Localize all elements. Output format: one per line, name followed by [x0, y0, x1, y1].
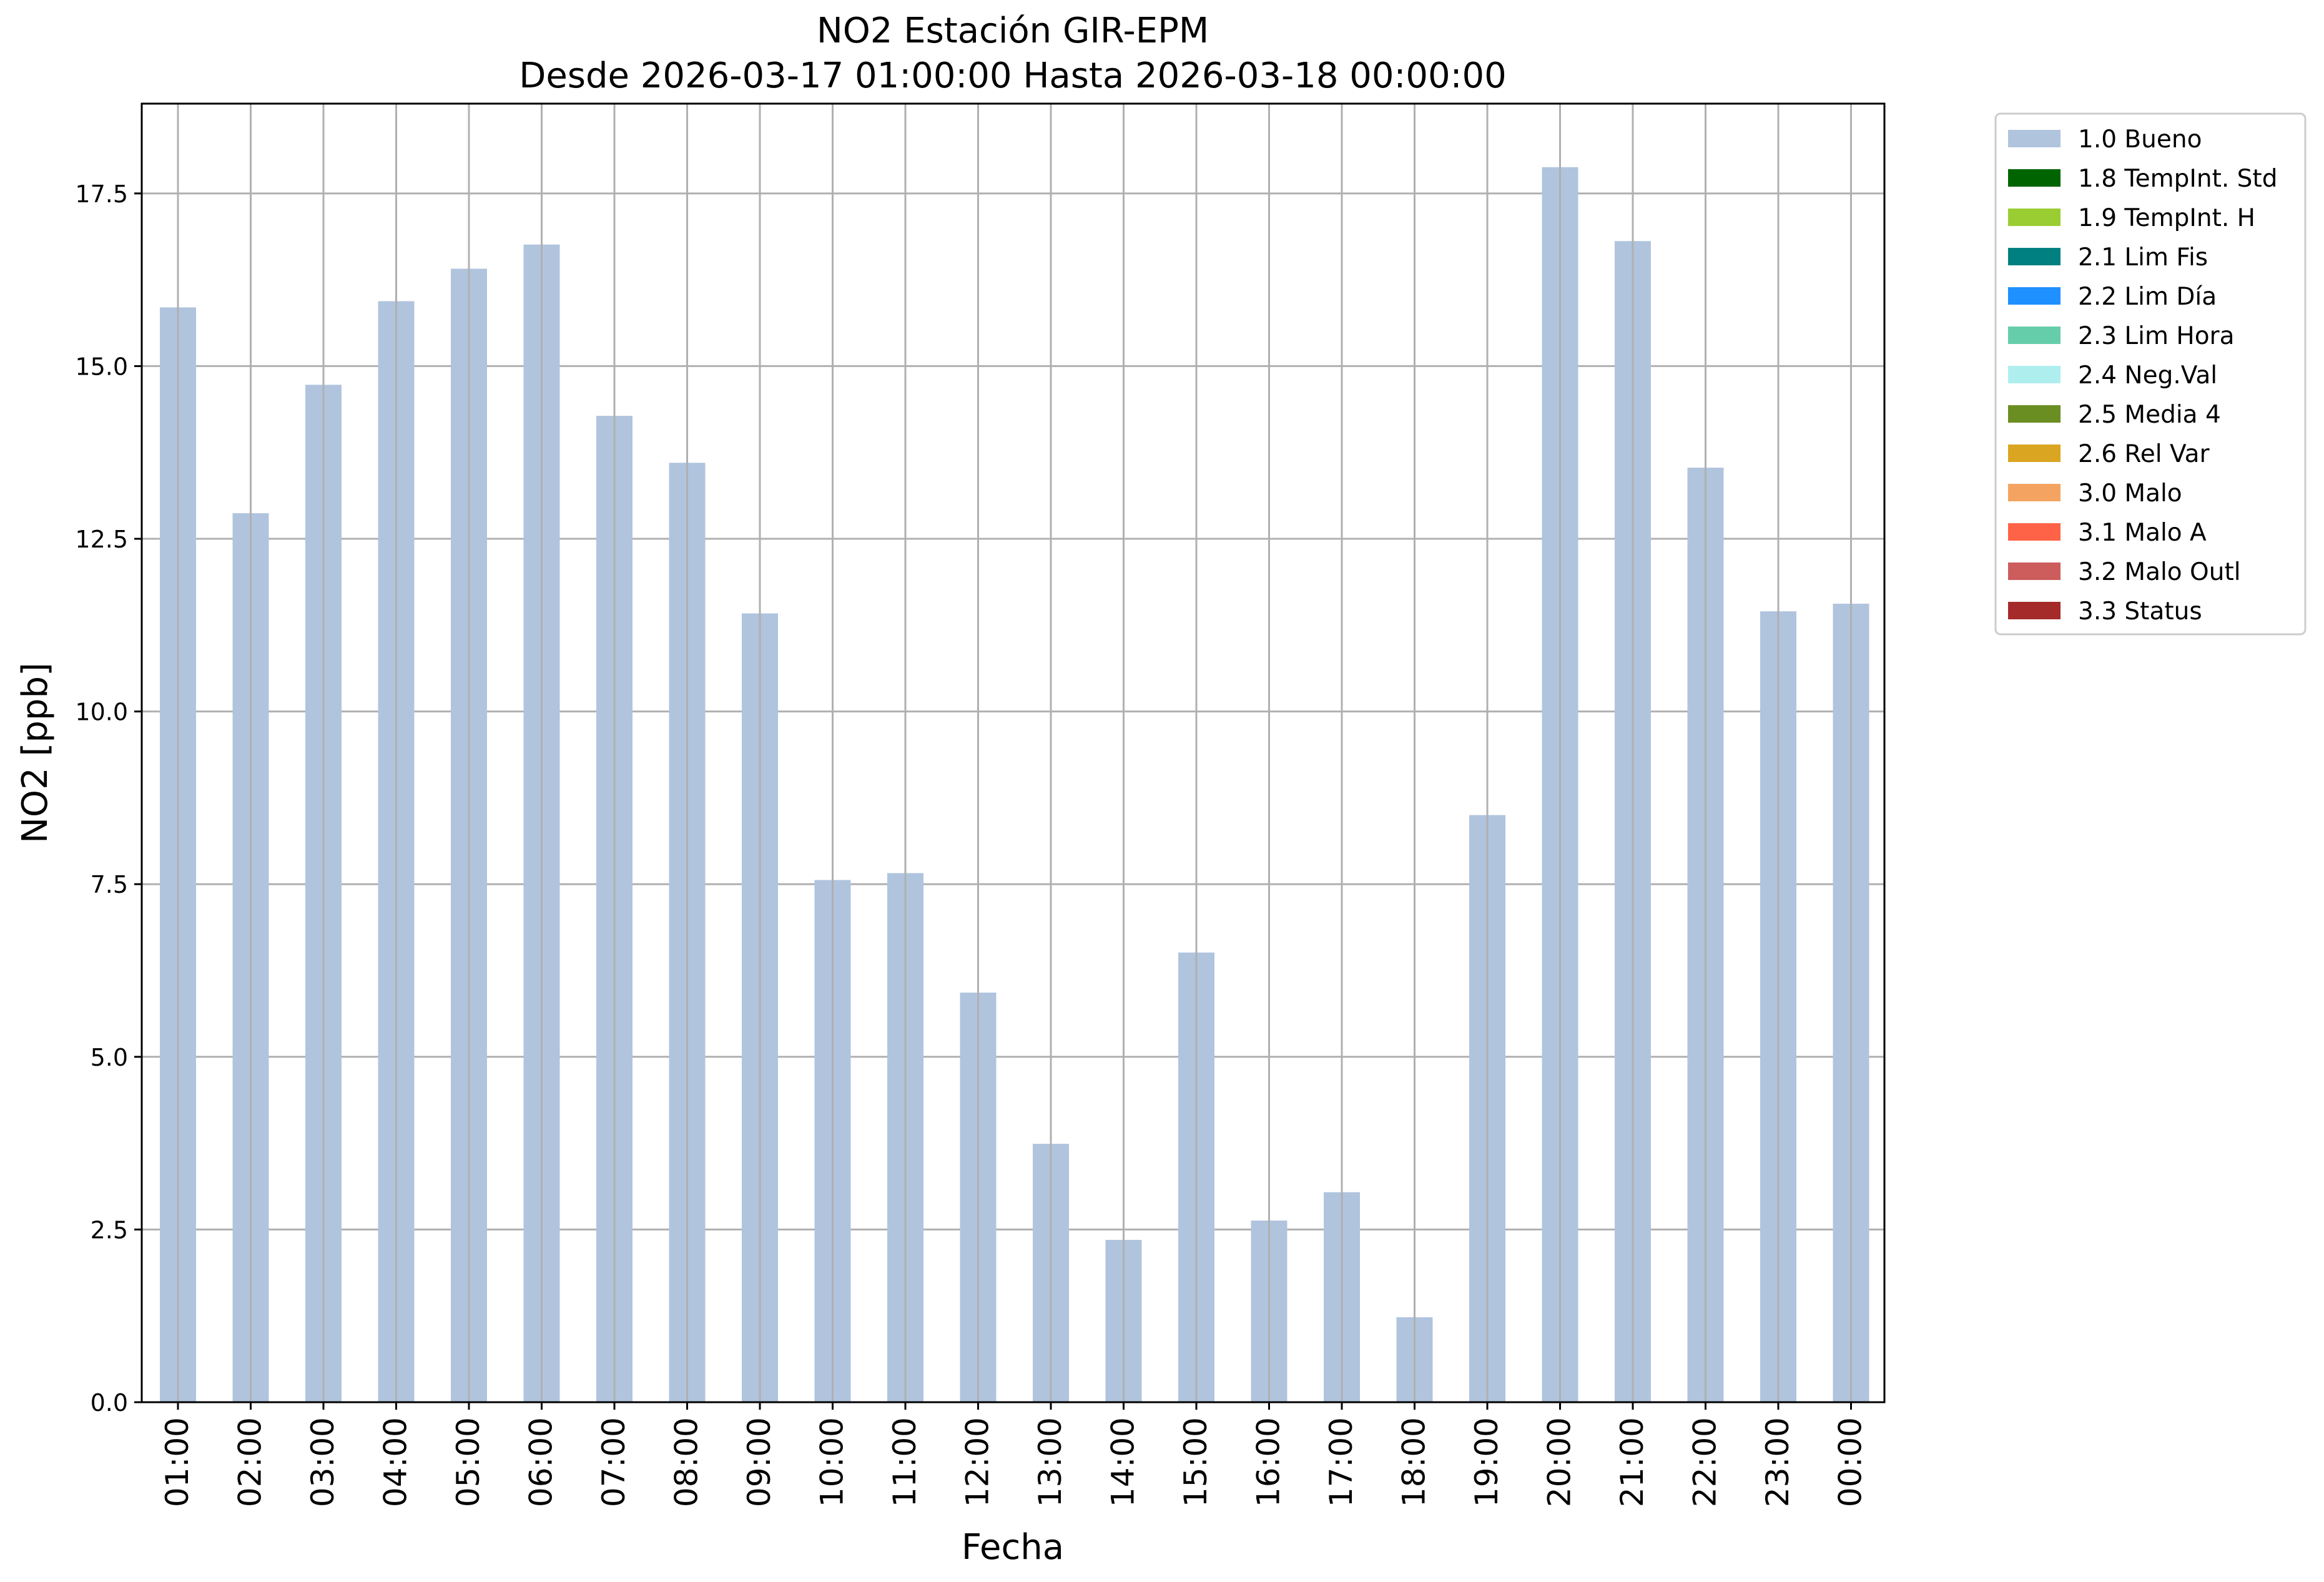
- y-tick-label: 10.0: [75, 699, 128, 726]
- legend-label: 2.3 Lim Hora: [2078, 322, 2235, 350]
- x-axis-ticks: 01:00 02:00 03:00 04:00 05:00 06:00 07:00 08:00…: [159, 1402, 1869, 1507]
- legend-label: 3.0 Malo: [2078, 479, 2182, 508]
- x-tick-label: 01:00: [159, 1417, 195, 1507]
- x-tick-label: 11:00: [887, 1417, 923, 1507]
- legend-swatch: [2008, 287, 2061, 305]
- plot-frame: [140, 102, 1886, 1403]
- x-tick-label: 03:00: [305, 1417, 341, 1507]
- x-tick-label: 18:00: [1396, 1417, 1432, 1507]
- legend-label: 2.2 Lim Día: [2078, 283, 2217, 311]
- x-tick-label: 13:00: [1032, 1417, 1068, 1507]
- y-axis-ticks: 0.0 2.5 5.0 7.5 10.0 12.5 15.0 17.5: [75, 180, 142, 1417]
- legend-label: 3.2 Malo Outl: [2078, 558, 2241, 586]
- legend-swatch: [2008, 484, 2061, 501]
- x-tick-label: 10:00: [814, 1417, 850, 1507]
- x-tick-label: 09:00: [741, 1417, 777, 1507]
- y-axis-label: NO2 [ppb]: [15, 662, 56, 843]
- legend-swatch: [2008, 563, 2061, 580]
- legend-swatch: [2008, 523, 2061, 541]
- legend-label: 2.6 Rel Var: [2078, 440, 2210, 468]
- chart-title-line2: Desde 2026-03-17 01:00:00 Hasta 2026-03-…: [519, 56, 1507, 96]
- y-tick-label: 5.0: [91, 1044, 128, 1071]
- x-tick-label: 12:00: [960, 1417, 996, 1507]
- x-tick-label: 22:00: [1687, 1417, 1723, 1507]
- x-tick-label: 23:00: [1760, 1417, 1796, 1507]
- x-tick-label: 19:00: [1469, 1417, 1505, 1507]
- legend-swatch: [2008, 445, 2061, 462]
- x-tick-label: 21:00: [1614, 1417, 1650, 1507]
- x-tick-label: 06:00: [523, 1417, 559, 1507]
- legend-label: 2.1 Lim Fis: [2078, 243, 2208, 272]
- legend-label: 1.0 Bueno: [2078, 125, 2202, 154]
- bars: [160, 167, 1869, 1403]
- legend-swatch: [2008, 602, 2061, 619]
- chart-title-line1: NO2 Estación GIR-EPM: [817, 11, 1209, 51]
- y-tick-label: 0.0: [91, 1389, 128, 1417]
- x-axis-label: Fecha: [962, 1527, 1064, 1568]
- x-tick-label: 15:00: [1178, 1417, 1214, 1507]
- gridlines: [142, 192, 1884, 1403]
- legend: 1.0 Bueno 1.8 TempInt. Std 1.9 TempInt. H 2…: [1994, 112, 2307, 636]
- x-tick-label: 07:00: [596, 1417, 632, 1507]
- legend-label: 2.5 Media 4: [2078, 401, 2221, 429]
- legend-label: 2.4 Neg.Val: [2078, 361, 2217, 390]
- x-tick-label: 08:00: [669, 1417, 705, 1507]
- y-tick-label: 7.5: [91, 871, 128, 898]
- legend-swatch: [2008, 130, 2061, 147]
- x-tick-label: 04:00: [378, 1417, 414, 1507]
- legend-swatch: [2008, 169, 2061, 187]
- y-tick-label: 2.5: [91, 1216, 128, 1244]
- y-tick-label: 15.0: [75, 353, 128, 380]
- x-tick-label: 00:00: [1833, 1417, 1869, 1507]
- legend-label: 1.8 TempInt. Std: [2078, 165, 2277, 193]
- legend-swatch: [2008, 405, 2061, 423]
- legend-label: 3.1 Malo A: [2078, 519, 2207, 547]
- y-tick-label: 17.5: [75, 180, 128, 208]
- legend-swatch: [2008, 366, 2061, 383]
- x-tick-label: 02:00: [232, 1417, 268, 1507]
- x-tick-label: 17:00: [1323, 1417, 1359, 1507]
- x-tick-label: 16:00: [1251, 1417, 1287, 1507]
- x-tick-label: 20:00: [1542, 1417, 1578, 1507]
- legend-swatch: [2008, 248, 2061, 265]
- x-tick-label: 05:00: [450, 1417, 486, 1507]
- legend-label: 3.3 Status: [2078, 597, 2202, 626]
- legend-swatch: [2008, 327, 2061, 344]
- vertical-gridlines: [177, 104, 1852, 1402]
- y-tick-label: 12.5: [75, 526, 128, 553]
- x-tick-label: 14:00: [1105, 1417, 1141, 1507]
- legend-swatch: [2008, 209, 2061, 226]
- legend-box: [1994, 112, 2307, 636]
- legend-label: 1.9 TempInt. H: [2078, 204, 2255, 232]
